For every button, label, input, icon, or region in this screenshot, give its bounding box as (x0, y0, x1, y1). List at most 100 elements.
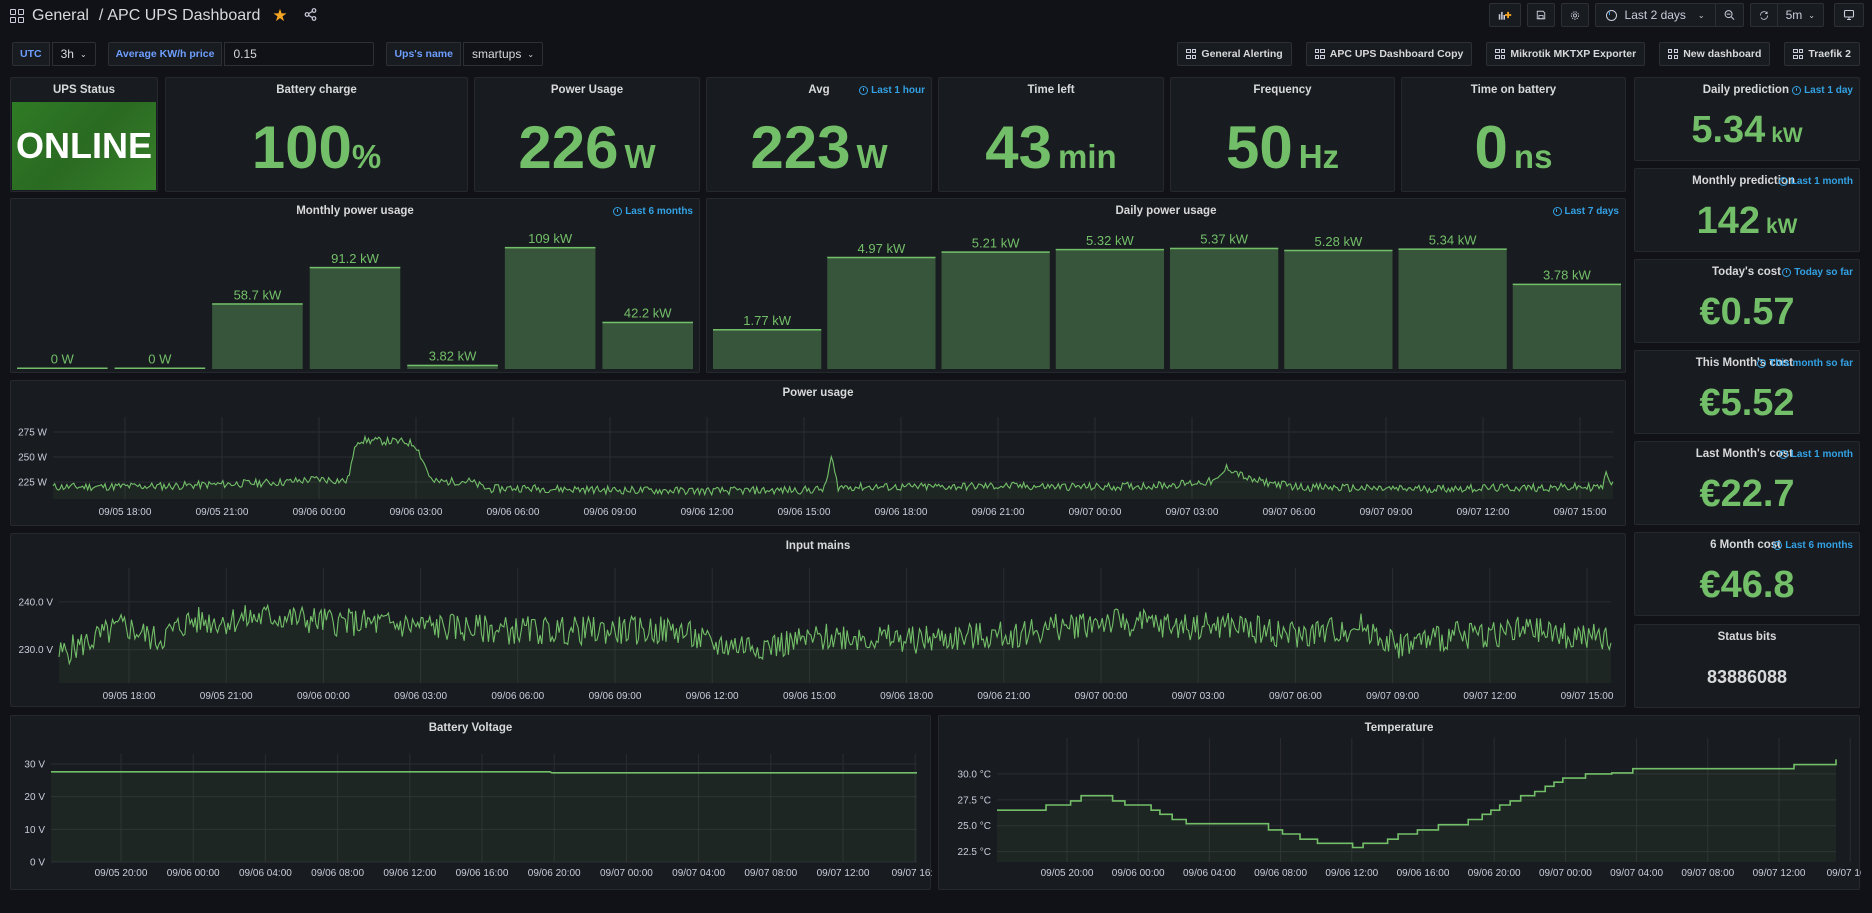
zoom-out-button[interactable] (1715, 3, 1744, 27)
series-area (59, 605, 1611, 683)
x-tick-label: 09/06 21:00 (977, 691, 1030, 702)
x-tick-label: 09/06 08:00 (311, 868, 364, 879)
x-tick-label: 09/06 03:00 (394, 691, 447, 702)
dashboard-settings-button[interactable] (1560, 3, 1589, 27)
clock-icon (1773, 541, 1783, 550)
panel-six-month-cost[interactable]: 6 Month cost Last 6 months €46.8 (1634, 532, 1860, 616)
link-general-alerting[interactable]: General Alerting (1177, 42, 1292, 66)
bar-value-label: 109 kW (528, 231, 573, 246)
refresh-interval-picker[interactable]: 5m ⌄ (1777, 3, 1824, 27)
panel-status-bits[interactable]: Status bits 83886088 (1634, 624, 1860, 708)
panel-title: 6 Month cost (1710, 539, 1781, 551)
ups-name-select[interactable]: smartups ⌄ (463, 42, 544, 66)
panel-last-month-cost[interactable]: Last Month's cost Last 1 month €22.7 (1634, 441, 1860, 525)
x-tick-label: 09/07 00:00 (1075, 691, 1128, 702)
share-icon[interactable] (304, 8, 317, 24)
variable-value: 3h (60, 47, 74, 61)
time-range-picker[interactable]: Last 2 days ⌄ (1594, 3, 1716, 27)
panel-input-mains[interactable]: Input mains 230.0 V 240.0 V 09/05 18:00 09/… (10, 533, 1626, 707)
panel-battery-voltage[interactable]: Battery Voltage 0 V 10 V 20 V 30 V 09/05 20:… (10, 715, 932, 890)
panel-todays-cost[interactable]: Today's cost Today so far €0.57 (1634, 259, 1860, 343)
series-area (997, 759, 1836, 862)
x-tick-label: 09/06 15:00 (783, 691, 836, 702)
panel-time-on-battery[interactable]: Time on battery 0 ns (1401, 77, 1626, 192)
bar (602, 321, 693, 369)
panel-time-left[interactable]: Time left 43 min (938, 77, 1164, 192)
range-label: Last 1 month (1790, 176, 1853, 187)
panel-temperature[interactable]: Temperature 22.5 °C 25.0 °C 27.5 °C 30.0 °C… (938, 715, 1861, 890)
x-tick-label: 09/06 12:00 (686, 691, 739, 702)
clock-icon (1782, 268, 1792, 277)
bar-value-label: 0 W (51, 352, 75, 367)
unit: kW (1771, 124, 1803, 147)
panel-daily-prediction[interactable]: Daily prediction Last 1 day 5.34 kW (1634, 77, 1860, 161)
x-tick-label: 09/07 12:00 (817, 868, 870, 879)
dashboard-title[interactable]: APC UPS Dashboard (107, 7, 261, 24)
link-apc-ups-dashboard-copy[interactable]: APC UPS Dashboard Copy (1305, 42, 1473, 66)
breadcrumb: General / APC UPS Dashboard ★ (10, 6, 317, 26)
x-tick-label: 09/06 08:00 (1254, 868, 1307, 879)
bar-top-edge (212, 303, 303, 305)
refresh-button[interactable] (1749, 3, 1778, 27)
chevron-down-icon: ⌄ (1697, 10, 1705, 20)
dashboard-icon (1186, 49, 1197, 59)
dashboards-grid-icon[interactable] (10, 9, 24, 23)
save-icon (1536, 10, 1545, 20)
bar (713, 329, 822, 369)
time-range-info: Last 6 months (613, 206, 693, 217)
link-label: General Alerting (1201, 48, 1283, 60)
value: 223 (750, 114, 851, 181)
x-tick-label: 09/06 09:00 (589, 691, 642, 702)
panel-monthly-prediction[interactable]: Monthly prediction Last 1 month 142 kW (1634, 168, 1860, 252)
bar-value-label: 3.78 kW (1543, 268, 1591, 283)
stat-value: €22.7 (1699, 473, 1795, 515)
panel-power-usage-timeseries[interactable]: Power usage 225 W 250 W 275 W 09/05 18:00 09… (10, 380, 1626, 526)
panel-battery-charge[interactable]: Battery charge 100% (165, 77, 468, 192)
unit: kW (1766, 215, 1798, 238)
gear-icon (1570, 10, 1579, 20)
panel-ups-status[interactable]: UPS Status ONLINE (10, 77, 158, 192)
panel-power-usage[interactable]: Power Usage 226 W (474, 77, 700, 192)
panel-daily-power-usage[interactable]: Daily power usage Last 7 days 1.77 kW 4.9… (706, 198, 1626, 373)
x-tick-label: 09/07 16:0 (1827, 868, 1861, 879)
bar-value-label: 3.82 kW (429, 349, 477, 364)
link-new-dashboard[interactable]: New dashboard (1659, 42, 1771, 66)
x-tick-label: 09/06 00:00 (293, 507, 346, 518)
cycle-view-mode-button[interactable] (1834, 3, 1864, 27)
y-tick-label: 0 V (30, 858, 45, 869)
y-tick-label: 250 W (18, 453, 47, 464)
power-usage-line-chart: 225 W 250 W 275 W 09/05 18:00 09/05 21:00 09/… (18, 417, 1614, 518)
add-panel-button[interactable] (1488, 3, 1521, 27)
x-tick-label: 09/05 21:00 (200, 691, 253, 702)
chevron-down-icon: ⌄ (527, 49, 535, 59)
link-mikrotik-mktxp-exporter[interactable]: Mikrotik MKTXP Exporter (1486, 42, 1646, 66)
bar-top-edge (504, 246, 596, 249)
series-line (52, 434, 1614, 497)
y-tick-label: 225 W (18, 478, 47, 489)
panel-avg[interactable]: Avg Last 1 hour 223 W (706, 77, 932, 192)
unit: Hz (1298, 138, 1340, 175)
link-label: Traefik 2 (1808, 48, 1851, 60)
range-label: Last 6 months (625, 206, 693, 217)
series-area (53, 436, 1613, 499)
value: 0 (1474, 114, 1508, 181)
input-mains-line-chart: 230.0 V 240.0 V 09/05 18:00 09/05 21:00 09/0… (19, 568, 1614, 702)
variables-bar: UTC 3h ⌄ Average KW/h price 0.15 Ups's na… (12, 42, 547, 66)
link-traefik-2[interactable]: Traefik 2 (1784, 42, 1860, 66)
panel-frequency[interactable]: Frequency 50 Hz (1170, 77, 1395, 192)
panel-title: Daily prediction (1702, 84, 1789, 96)
breadcrumb-folder[interactable]: General (32, 7, 89, 24)
star-icon[interactable]: ★ (272, 6, 288, 25)
dashboard-icon (1495, 49, 1506, 59)
stat-value: €0.57 (1699, 291, 1795, 333)
timezone-select[interactable]: 3h ⌄ (51, 42, 96, 66)
link-label: New dashboard (1683, 48, 1762, 60)
kwh-price-input[interactable]: 0.15 (224, 42, 375, 66)
toolbar: Last 2 days ⌄ 5m ⌄ (1488, 3, 1864, 27)
save-dashboard-button[interactable] (1526, 3, 1555, 27)
stat-value: 83886088 (1706, 667, 1788, 687)
bar-top-edge (1170, 247, 1279, 250)
panel-this-month-cost[interactable]: This Month's cost This month so far €5.5… (1634, 350, 1860, 434)
bar-value-label: 5.34 kW (1429, 232, 1477, 247)
